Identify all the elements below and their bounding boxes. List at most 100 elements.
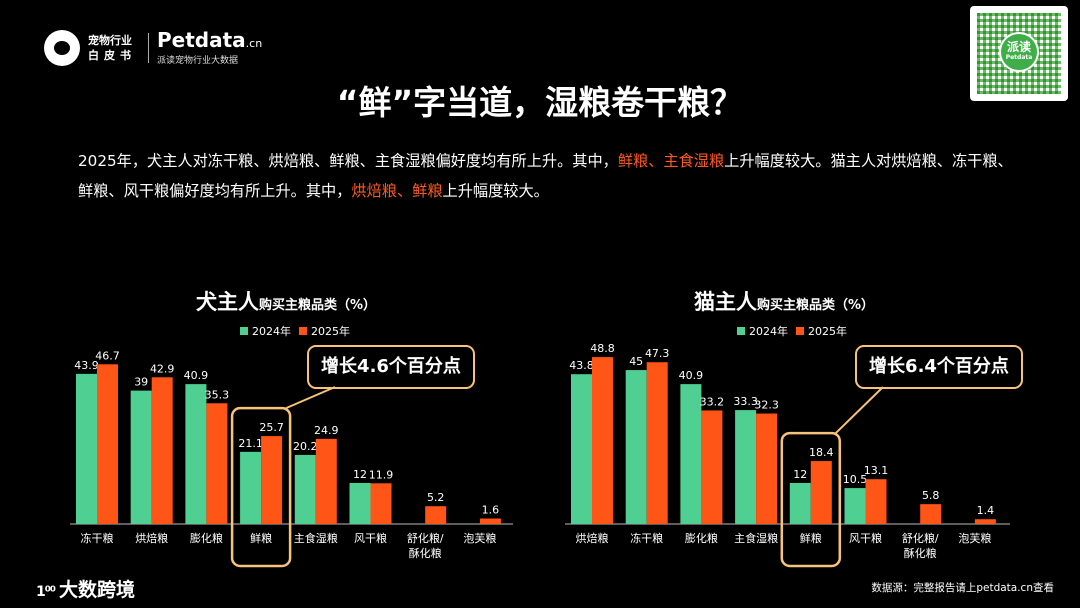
cat-label-2025-0: 48.8 (590, 342, 615, 355)
cat-bar-2024-4 (789, 482, 811, 524)
cat-label-2025-2: 33.2 (700, 395, 725, 408)
cat-tick-label-5: 风干粮 (849, 531, 882, 545)
dog-growth-callout: 增长4.6个百分点 (307, 345, 475, 389)
cat-bar-2024-3 (735, 410, 757, 524)
cat-tick-label-2: 膨化粮 (685, 531, 718, 545)
dog-tick-label-6-1: 酥化粮 (409, 546, 442, 560)
cat-bar-2025-5 (865, 479, 887, 524)
cat-label-2024-0: 43.8 (569, 359, 594, 372)
cat-tick-label-6-0: 舒化粮/ (902, 531, 939, 545)
dog-bar-2025-7 (479, 518, 501, 524)
dog-chart-legend: 2024年 2025年 (240, 323, 358, 339)
dog-chart-title-sub: 购买主粮品类（%） (259, 298, 377, 313)
legend-item-2025: 2025年 (299, 323, 350, 339)
legend-item-2024: 2024年 (737, 323, 788, 339)
dog-label-2024-4: 20.2 (293, 440, 318, 453)
dog-tick-label-1: 烘焙粮 (135, 531, 168, 545)
cat-tick-label-1: 冻干粮 (630, 531, 663, 545)
cat-chart-title-main: 猫主人 (694, 290, 757, 314)
cat-callout-connector (835, 386, 884, 434)
cat-label-2024-3: 33.3 (733, 395, 758, 408)
cat-label-2024-1: 45 (629, 355, 643, 368)
dog-tick-label-5: 风干粮 (354, 531, 387, 545)
dog-bar-2025-5 (370, 483, 392, 524)
cat-bar-2025-3 (756, 413, 778, 524)
mini-program-qr-code[interactable]: 派读 Petdata (970, 6, 1068, 101)
dog-chart-title-main: 犬主人 (196, 290, 259, 314)
dog-bar-2025-2 (206, 403, 228, 524)
legend-item-2025: 2025年 (796, 323, 847, 339)
brand-name: Petdata (157, 28, 246, 52)
brand-subtitle: 派读宠物行业大数据 (157, 56, 239, 66)
brand-header: 宠物行业 白皮书 Petdata.cn 派读宠物行业大数据 (44, 28, 262, 66)
cat-chart-title: 猫主人购买主粮品类（%） (694, 286, 874, 316)
dog-label-2025-3: 25.7 (259, 421, 284, 434)
cat-label-2025-6: 5.8 (922, 489, 940, 502)
cat-bar-2025-2 (701, 410, 723, 524)
legend-label-2024: 2024年 (749, 325, 788, 338)
whitepaper-label: 宠物行业 白皮书 (88, 33, 140, 63)
cat-tick-label-0: 烘焙粮 (576, 531, 609, 545)
intro-text-2: 上升幅度较大。猫主人对烘焙粮、冻干粮、鲜粮、风干粮偏好度均有所上升。其中， (78, 152, 1013, 200)
dog-label-2024-5: 12 (353, 468, 367, 481)
dog-tick-label-2: 膨化粮 (190, 531, 223, 545)
dog-label-2025-5: 11.9 (369, 468, 394, 481)
dog-tick-label-4: 主食湿粮 (294, 531, 338, 545)
legend-label-2024: 2024年 (252, 325, 291, 338)
dog-bar-2024-5 (349, 482, 371, 524)
cat-tick-label-6-1: 酥化粮 (904, 546, 937, 560)
qr-center-sub: Petdata (1005, 54, 1033, 61)
petdata-logo-icon (44, 30, 80, 66)
cat-label-2025-3: 32.3 (754, 399, 779, 412)
dog-label-2024-2: 40.9 (184, 369, 209, 382)
cat-bar-2025-1 (646, 362, 668, 524)
cat-tick-label-7: 泡芙粮 (958, 531, 991, 545)
legend-item-2024: 2024年 (240, 323, 291, 339)
dog-tick-label-7: 泡芙粮 (463, 531, 496, 545)
dog-label-2024-1: 39 (134, 376, 148, 389)
cat-tick-label-3: 主食湿粮 (734, 531, 778, 545)
intro-paragraph: 2025年，犬主人对冻干粮、烘焙粮、鲜粮、主食湿粮偏好度均有所上升。其中，鲜粮、… (78, 146, 1018, 206)
legend-swatch-2025 (796, 327, 804, 335)
dog-bar-2025-4 (315, 438, 337, 524)
legend-swatch-2024 (737, 327, 745, 335)
intro-highlight-2: 烘焙粮、鲜粮 (351, 182, 443, 200)
legend-swatch-2024 (240, 327, 248, 335)
cat-tick-label-4: 鲜粮 (800, 531, 822, 545)
cat-bar-2024-1 (625, 370, 647, 524)
dog-highlight-box (230, 406, 292, 568)
dog-bar-2025-1 (151, 377, 173, 524)
cat-label-2025-1: 47.3 (645, 347, 670, 360)
cat-label-2025-5: 13.1 (864, 464, 889, 477)
dog-label-2025-2: 35.3 (205, 388, 230, 401)
footer-logo: 1⁰⁰ 大数跨境 (36, 575, 135, 602)
dog-label-2024-3: 21.1 (238, 437, 263, 450)
legend-swatch-2025 (299, 327, 307, 335)
dog-bar-2025-0 (97, 364, 118, 524)
intro-text-1: 2025年，犬主人对冻干粮、烘焙粮、鲜粮、主食湿粮偏好度均有所上升。其中， (78, 152, 618, 170)
cat-growth-callout: 增长6.4个百分点 (855, 345, 1023, 389)
cat-chart-legend: 2024年 2025年 (737, 323, 855, 339)
whitepaper-line2: 白皮书 (88, 49, 136, 62)
dog-label-2025-0: 46.7 (95, 349, 120, 362)
legend-label-2025: 2025年 (311, 325, 350, 338)
cat-bar-2025-4 (810, 461, 832, 524)
cat-highlight-box (780, 431, 842, 568)
cat-label-2025-7: 1.4 (977, 504, 995, 517)
intro-highlight-1: 鲜粮、主食湿粮 (617, 152, 725, 170)
divider (148, 33, 149, 63)
cat-bar-2024-0 (571, 374, 592, 524)
dog-label-2025-7: 1.6 (482, 504, 500, 517)
dog-bar-2025-3 (261, 436, 283, 524)
dog-bar-2024-4 (294, 454, 316, 524)
footer-logo-text: 大数跨境 (59, 579, 136, 601)
legend-label-2025: 2025年 (808, 325, 847, 338)
qr-center-label: 派读 (1006, 40, 1031, 54)
cat-bar-2025-7 (974, 519, 996, 524)
cat-bar-2025-6 (920, 504, 942, 524)
intro-text-3: 上升幅度较大。 (442, 182, 549, 200)
dog-bar-2024-1 (130, 390, 152, 524)
dog-tick-label-6-0: 舒化粮/ (407, 531, 444, 545)
dog-label-2025-6: 5.2 (427, 491, 445, 504)
